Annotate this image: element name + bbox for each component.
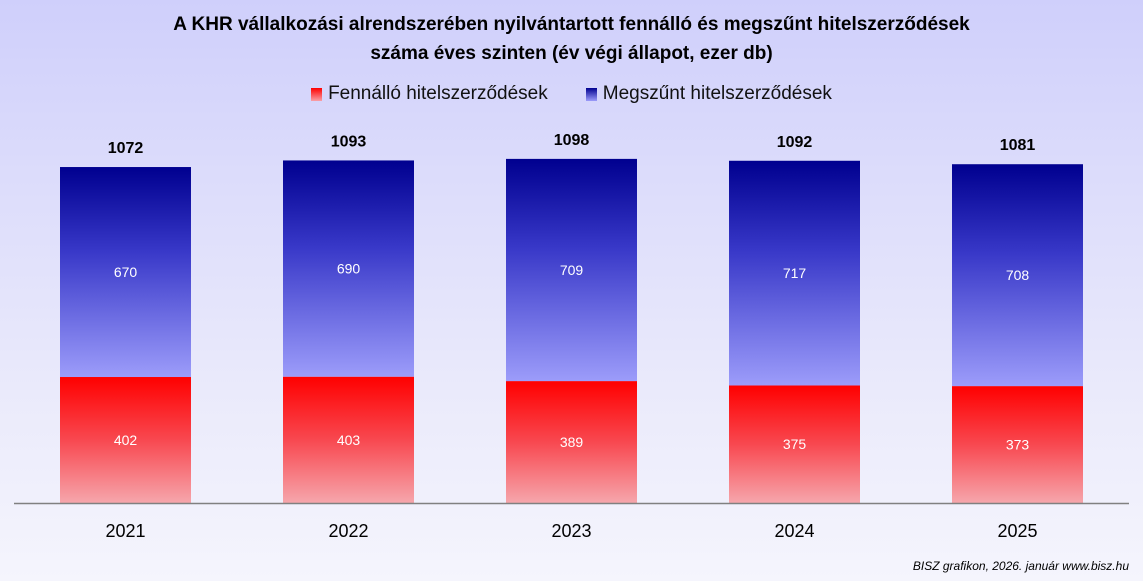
label-megszunt-2025: 708 [1006, 267, 1030, 283]
bar-fennallo-2024 [729, 385, 860, 503]
label-total-2025: 1081 [1000, 137, 1036, 154]
bar-megszunt-2025 [952, 164, 1083, 387]
label-megszunt-2023: 709 [560, 262, 584, 278]
bar-megszunt-2021 [60, 167, 191, 378]
label-megszunt-2021: 670 [114, 264, 138, 280]
chart-title-line-1: A KHR vállalkozási alrendszerében nyilvá… [173, 14, 970, 35]
bar-megszunt-2022 [283, 160, 414, 377]
legend-swatch-red [311, 87, 323, 101]
label-megszunt-2022: 690 [337, 261, 361, 277]
bar-megszunt-2024 [729, 160, 860, 386]
x-tick-label-2023: 2023 [551, 521, 591, 541]
label-total-2021: 1072 [108, 140, 144, 157]
bar-fennallo-2021 [60, 377, 191, 503]
legend-label-megszunt: Megszűnt hitelszerződések [602, 83, 832, 104]
chart-title: A KHR vállalkozási alrendszerében nyilvá… [0, 10, 1143, 68]
chart-title-line-2: száma éves szinten (év végi állapot, eze… [370, 43, 773, 64]
label-fennallo-2022: 403 [337, 432, 361, 448]
legend: Fennálló hitelszerződések Megszűnt hitel… [0, 83, 1143, 105]
legend-swatch-blue [585, 87, 597, 101]
legend-item-fennallo: Fennálló hitelszerződések [311, 83, 548, 105]
x-tick-label-2021: 2021 [105, 521, 145, 541]
x-tick-label-2025: 2025 [997, 521, 1037, 541]
label-total-2023: 1098 [554, 132, 590, 149]
label-total-2022: 1093 [331, 133, 367, 150]
legend-item-megszunt: Megszűnt hitelszerződések [585, 83, 832, 105]
label-fennallo-2023: 389 [560, 434, 584, 450]
x-tick-label-2024: 2024 [774, 521, 814, 541]
x-tick-label-2022: 2022 [328, 521, 368, 541]
bar-fennallo-2023 [506, 381, 637, 503]
legend-label-fennallo: Fennálló hitelszerződések [328, 83, 548, 104]
bar-fennallo-2025 [952, 386, 1083, 503]
label-fennallo-2021: 402 [114, 432, 138, 448]
label-fennallo-2025: 373 [1006, 437, 1030, 453]
label-total-2024: 1092 [777, 134, 813, 151]
footer-source: BISZ grafikon, 2026. január www.bisz.hu [912, 559, 1129, 573]
label-megszunt-2024: 717 [783, 265, 807, 281]
label-fennallo-2024: 375 [783, 436, 807, 452]
bar-fennallo-2022 [283, 376, 414, 503]
bar-megszunt-2023 [506, 158, 637, 382]
